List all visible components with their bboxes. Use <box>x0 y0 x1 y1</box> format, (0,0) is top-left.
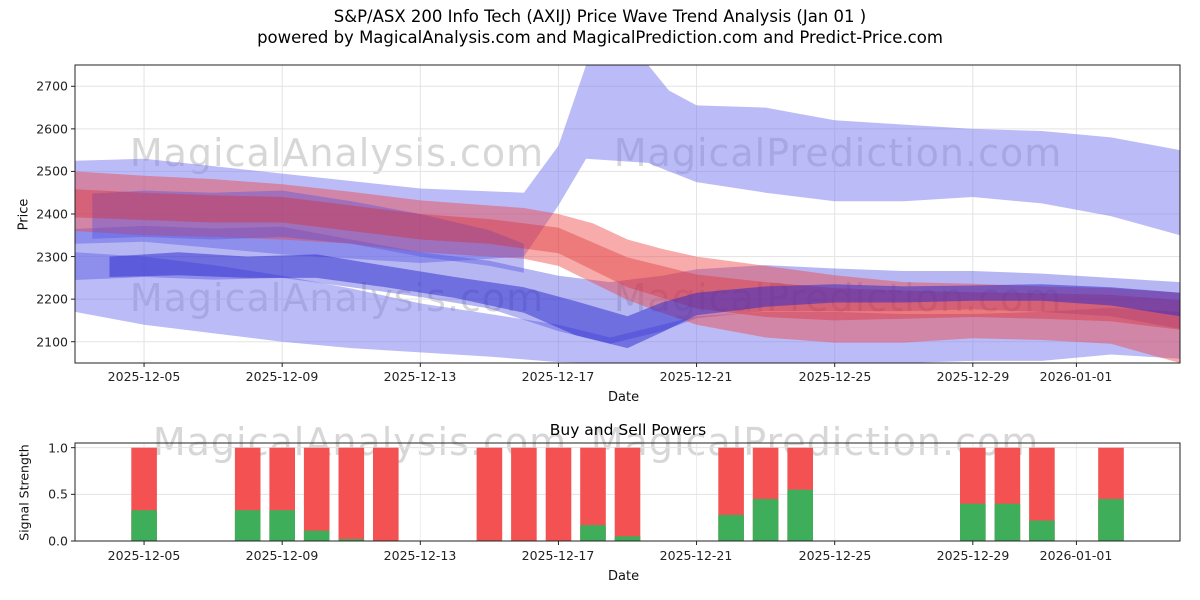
x-tick-label: 2025-12-13 <box>383 369 457 384</box>
x-tick-label: 2025-12-05 <box>107 369 181 384</box>
x-tick-label: 2025-12-17 <box>521 369 595 384</box>
x-tick-label: 2025-12-21 <box>659 548 733 563</box>
buy-power-bar <box>338 539 365 541</box>
signal-strength-axis-label: Signal Strength <box>16 444 32 541</box>
buy-power-bar <box>580 525 606 541</box>
price-chart-date-axis-label: Date <box>608 390 640 405</box>
buy-power-bar <box>614 536 641 541</box>
y-tick-label: 2300 <box>36 249 68 265</box>
buy-power-bar <box>787 489 813 541</box>
x-tick-label: 2026-01-01 <box>1039 369 1113 384</box>
y-tick-label: 2700 <box>36 78 68 94</box>
y-tick-label: 2100 <box>36 334 68 350</box>
red-wave-band <box>75 171 1180 363</box>
x-tick-label: 2026-01-01 <box>1039 548 1113 563</box>
buy-power-bar <box>994 503 1021 541</box>
upper-envelope-band <box>75 65 1180 263</box>
purple-overlay-band <box>92 190 524 273</box>
figure-title-block: S&P/ASX 200 Info Tech (AXIJ) Price Wave … <box>0 6 1200 48</box>
y-tick-label: 0.0 <box>48 533 68 549</box>
signal-chart-date-axis-label: Date <box>608 569 640 584</box>
buy-power-bar <box>303 530 330 541</box>
page-subtitle: powered by MagicalAnalysis.com and Magic… <box>257 28 943 47</box>
x-tick-label: 2025-12-09 <box>245 548 319 563</box>
sell-power-bar <box>476 447 503 541</box>
x-tick-label: 2025-12-25 <box>798 548 872 563</box>
sell-power-bar <box>338 447 365 541</box>
x-tick-label: 2025-12-13 <box>383 548 457 563</box>
buy-power-bar <box>269 510 295 541</box>
y-tick-label: 0.5 <box>48 486 68 502</box>
x-tick-label: 2025-12-05 <box>107 548 181 563</box>
x-tick-label: 2025-12-17 <box>521 548 595 563</box>
y-tick-label: 2200 <box>36 291 68 307</box>
buy-power-bar <box>1098 499 1124 541</box>
lower-envelope-band <box>75 252 1180 363</box>
x-tick-label: 2025-12-09 <box>245 369 319 384</box>
y-tick-label: 1.0 <box>48 440 68 456</box>
buy-power-bar <box>752 499 779 541</box>
x-tick-label: 2025-12-29 <box>936 369 1010 384</box>
sell-power-bar <box>614 447 641 541</box>
x-tick-label: 2025-12-21 <box>659 369 733 384</box>
sell-power-bar <box>303 447 330 541</box>
x-tick-label: 2025-12-25 <box>798 369 872 384</box>
buy-power-bar <box>718 514 744 541</box>
page-title: S&P/ASX 200 Info Tech (AXIJ) Price Wave … <box>333 7 867 26</box>
sell-power-bar <box>511 447 537 541</box>
sell-power-bar <box>373 447 399 541</box>
buy-power-bar <box>1029 520 1055 541</box>
y-tick-label: 2500 <box>36 163 68 179</box>
sell-power-bar <box>545 447 572 541</box>
signal-chart-title: Buy and Sell Powers <box>549 421 707 439</box>
buy-power-bar <box>960 503 986 541</box>
buy-power-bar <box>234 510 261 541</box>
mid-blue-band <box>75 225 1180 344</box>
x-tick-label: 2025-12-29 <box>936 548 1010 563</box>
buy-power-bar <box>131 510 157 541</box>
y-tick-label: 2400 <box>36 206 68 222</box>
dark-blue-core-band <box>109 252 1180 349</box>
y-tick-label: 2600 <box>36 121 68 137</box>
